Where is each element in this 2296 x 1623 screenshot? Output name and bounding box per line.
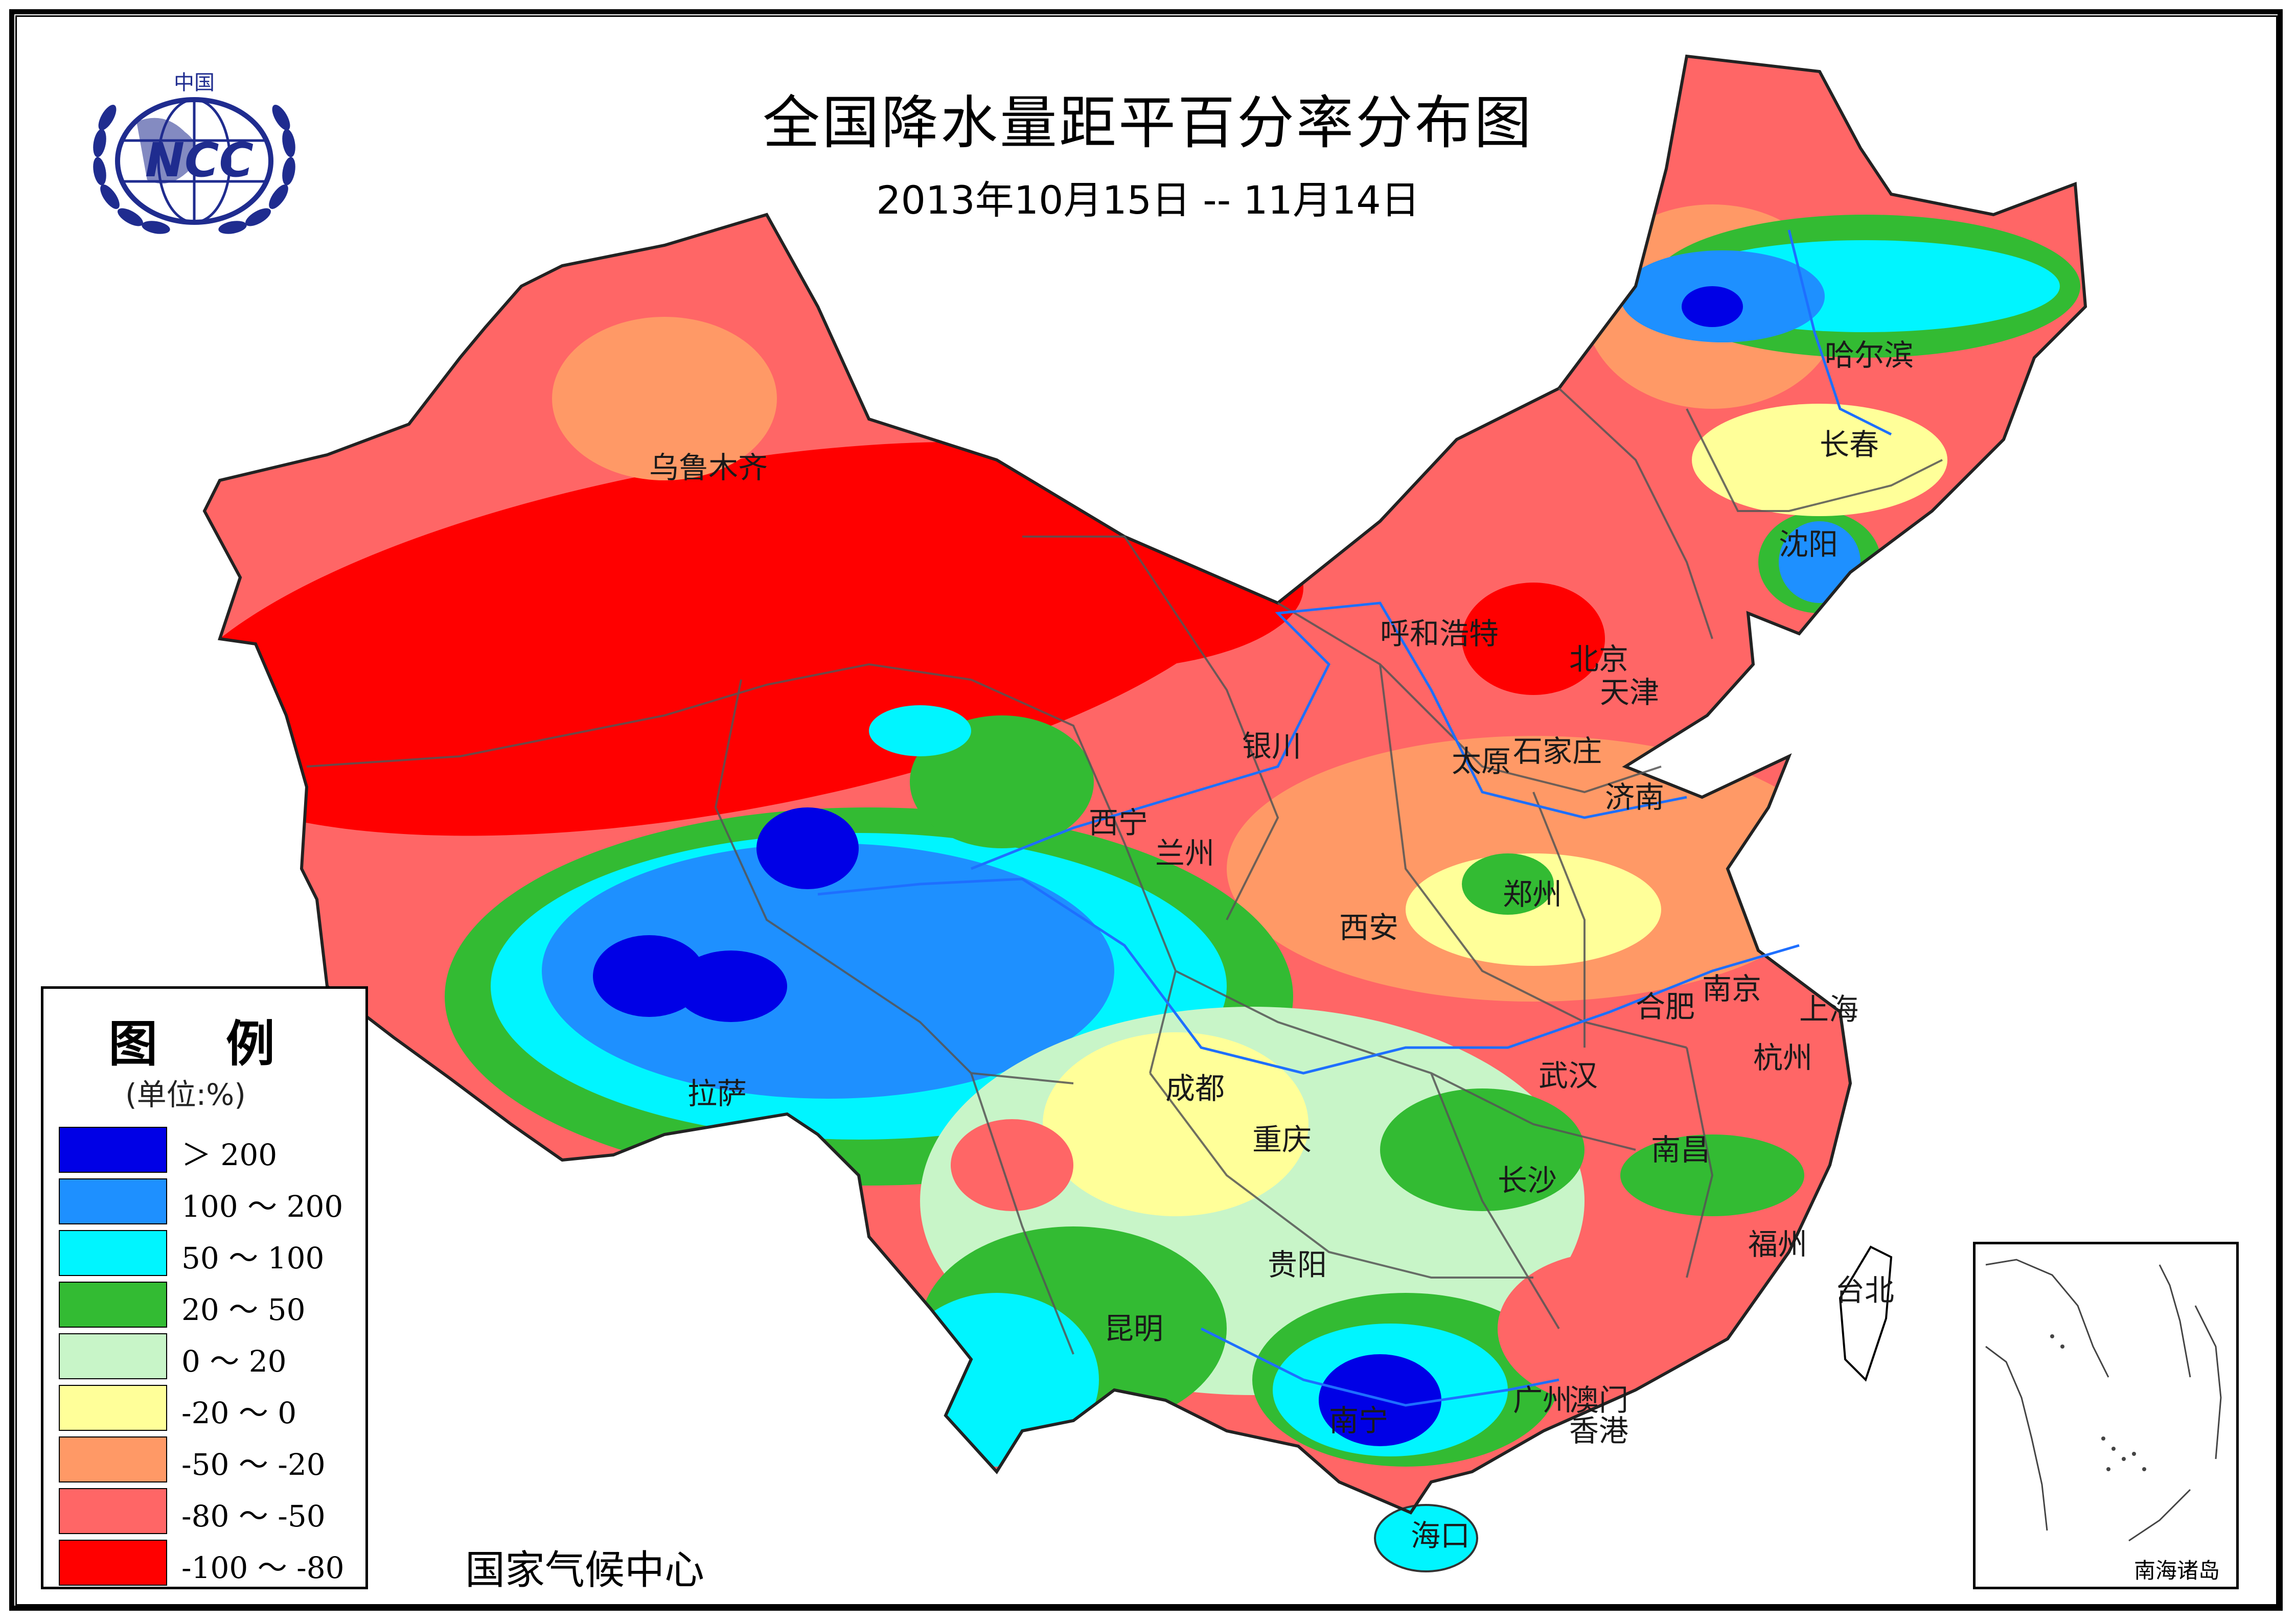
date-range: 2013年10月15日 -- 11月14日 (876, 177, 1420, 223)
city-label: 台北 (1835, 1273, 1894, 1308)
legend-item: -80 ～ -50 (59, 1488, 365, 1534)
city-label: 长沙 (1498, 1163, 1557, 1198)
city-label: 乌鲁木齐 (649, 450, 768, 485)
legend-range-label: 0 ～ 20 (181, 1344, 287, 1379)
legend-range-label: 50 ～ 100 (181, 1241, 325, 1276)
legend: 图 例 (单位:%) ＞ 200 100 ～ 200 50 ～ 100 20 ～ 50… (41, 986, 368, 1589)
page-title: 全国降水量距平百分率分布图 (763, 90, 1533, 156)
legend-swatch (59, 1178, 167, 1224)
city-label: 海口 (1411, 1518, 1470, 1553)
city-label: 澳门 (1569, 1383, 1628, 1418)
svg-text:中国: 中国 (174, 71, 215, 95)
south-china-sea-inset: 南海诸岛 (1973, 1242, 2239, 1589)
city-label: 南京 (1702, 971, 1761, 1006)
legend-swatch (59, 1488, 167, 1534)
legend-title: 图 例 (108, 1015, 301, 1073)
city-label: 长春 (1820, 427, 1879, 462)
city-label: 杭州 (1753, 1040, 1812, 1075)
legend-range-label: 20 ～ 50 (181, 1292, 306, 1327)
legend-unit: (单位:%) (125, 1077, 246, 1112)
legend-range-label: ＞ 200 (181, 1138, 278, 1172)
legend-range-label: -50 ～ -20 (181, 1447, 326, 1482)
legend-range-label: -100 ～ -80 (181, 1550, 345, 1585)
city-label: 郑州 (1503, 877, 1562, 912)
city-labels: 乌鲁木齐 哈尔滨 长春 沈阳 呼和浩特 北京 天津 银川 太原 石家庄 济南 西… (649, 338, 1914, 1553)
issuer-label: 国家气候中心 (465, 1547, 705, 1593)
city-label: 上海 (1799, 992, 1858, 1027)
city-label: 沈阳 (1779, 527, 1838, 562)
city-label: 南宁 (1329, 1403, 1388, 1438)
inner-frame (15, 15, 2278, 1606)
legend-swatch (59, 1127, 167, 1173)
city-label: 广州 (1513, 1383, 1572, 1418)
legend-item: 20 ～ 50 (59, 1282, 365, 1328)
city-label: 西宁 (1089, 805, 1148, 840)
city-label: 银川 (1242, 729, 1301, 763)
legend-swatch (59, 1385, 167, 1431)
legend-swatch (59, 1333, 167, 1379)
legend-item: -50 ～ -20 (59, 1436, 365, 1482)
legend-swatch (59, 1540, 167, 1586)
city-label: 拉萨 (687, 1076, 747, 1111)
ncc-logo: 中国 NCC (93, 71, 295, 234)
city-label: 重庆 (1252, 1122, 1312, 1157)
city-label: 合肥 (1636, 989, 1695, 1024)
legend-range-label: 100 ～ 200 (181, 1189, 343, 1224)
city-label: 太原 (1452, 744, 1511, 779)
city-label: 济南 (1605, 780, 1664, 815)
city-label: 西安 (1339, 910, 1398, 945)
legend-range-label: -20 ～ 0 (181, 1396, 297, 1430)
legend-range-label: -80 ～ -50 (181, 1499, 326, 1534)
legend-swatch (59, 1230, 167, 1276)
legend-item: 100 ～ 200 (59, 1178, 365, 1224)
city-label: 石家庄 (1513, 734, 1602, 769)
city-label: 成都 (1165, 1071, 1225, 1106)
city-label: 昆明 (1104, 1311, 1163, 1346)
legend-swatch (59, 1436, 167, 1482)
city-label: 贵阳 (1268, 1247, 1327, 1282)
inset-map (1985, 1259, 2222, 1542)
legend-item: ＞ 200 (59, 1127, 365, 1173)
legend-item: -20 ～ 0 (59, 1385, 365, 1431)
legend-item: 50 ～ 100 (59, 1230, 365, 1276)
outer-frame (9, 9, 2283, 1611)
city-label: 北京 (1569, 642, 1628, 677)
city-label: 香港 (1569, 1413, 1628, 1448)
legend-swatch (59, 1282, 167, 1328)
city-label: 武汉 (1539, 1058, 1598, 1093)
legend-item: 0 ～ 20 (59, 1333, 365, 1379)
city-label: 福州 (1748, 1227, 1807, 1262)
legend-item: -100 ～ -80 (59, 1540, 365, 1586)
city-label: 天津 (1600, 675, 1659, 710)
city-label: 兰州 (1155, 836, 1214, 871)
inset-label: 南海诸岛 (2134, 1558, 2220, 1583)
city-label: 南昌 (1651, 1132, 1710, 1167)
svg-text:NCC: NCC (145, 133, 254, 188)
city-label: 哈尔滨 (1825, 338, 1914, 373)
city-label: 呼和浩特 (1380, 616, 1499, 651)
